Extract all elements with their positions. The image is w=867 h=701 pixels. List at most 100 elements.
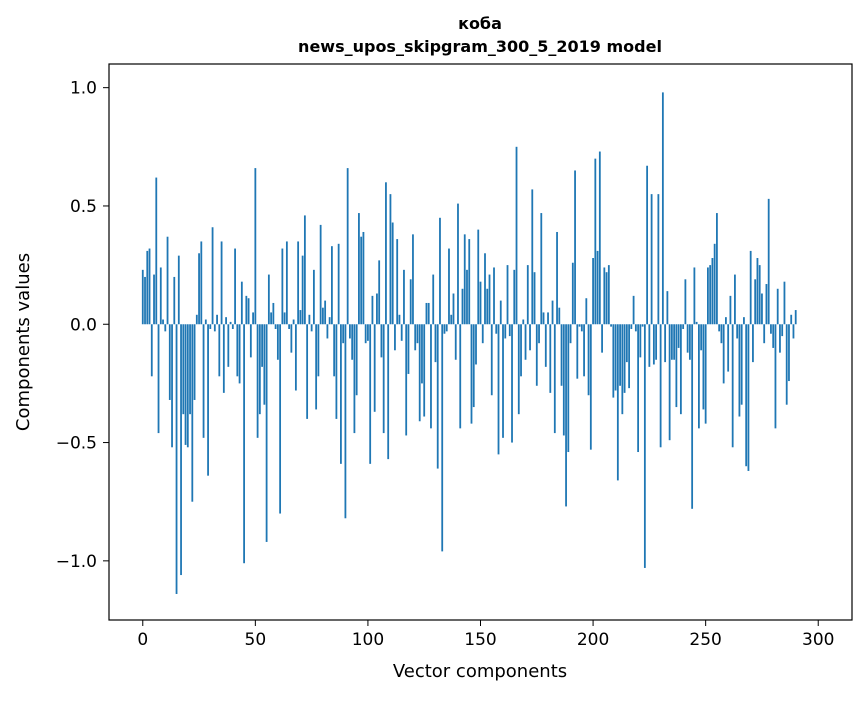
bar-286 — [785, 324, 788, 405]
bar-23 — [193, 324, 196, 400]
bar-282 — [776, 288, 779, 325]
bar-205 — [603, 267, 606, 325]
bar-34 — [218, 324, 221, 377]
bar-114 — [398, 314, 401, 325]
bar-120 — [412, 234, 414, 325]
bar-12 — [168, 324, 171, 400]
x-tick-label: 50 — [245, 630, 267, 650]
bar-11 — [166, 236, 169, 325]
bar-236 — [673, 324, 676, 360]
bar-198 — [587, 324, 590, 396]
bar-27 — [202, 324, 205, 438]
bar-101 — [369, 324, 372, 464]
bar-73 — [306, 324, 309, 419]
bar-257 — [720, 324, 723, 344]
x-axis-ticks: 0 50 100 150 200 250 300 — [137, 620, 834, 650]
bar-75 — [310, 324, 313, 332]
bar-134 — [443, 324, 446, 334]
bar-263 — [734, 274, 736, 325]
bar-265 — [738, 324, 741, 417]
bar-16 — [177, 255, 180, 325]
bar-252 — [709, 265, 712, 325]
bars-group — [141, 92, 797, 594]
bar-39 — [229, 321, 232, 325]
bar-170 — [524, 324, 527, 360]
y-axis-label: Components values — [13, 253, 34, 431]
bar-141 — [459, 324, 462, 429]
bar-44 — [240, 281, 243, 325]
bar-160 — [502, 324, 504, 438]
bar-107 — [382, 324, 385, 434]
bar-95 — [355, 324, 358, 396]
bar-152 — [484, 253, 486, 325]
bar-60 — [276, 324, 279, 360]
bar-260 — [727, 324, 730, 372]
bar-283 — [779, 324, 781, 353]
bar-201 — [594, 158, 597, 325]
bar-8 — [159, 267, 162, 325]
bar-279 — [770, 324, 772, 334]
bar-93 — [351, 324, 354, 360]
bar-100 — [367, 324, 369, 341]
bar-212 — [619, 324, 621, 386]
bar-20 — [186, 324, 189, 448]
bar-89 — [342, 324, 345, 344]
y-tick-label: −0.5 — [56, 434, 97, 454]
bar-142 — [461, 288, 464, 325]
bar-213 — [621, 324, 624, 415]
bar-285 — [783, 281, 786, 325]
bar-226 — [650, 194, 653, 325]
bar-155 — [490, 324, 493, 396]
bar-22 — [191, 324, 194, 502]
bar-76 — [312, 269, 315, 325]
bar-259 — [725, 317, 727, 325]
bar-109 — [387, 324, 390, 460]
bar-21 — [189, 324, 191, 415]
bar-50 — [254, 168, 257, 325]
bar-253 — [711, 258, 714, 325]
bar-46 — [245, 295, 248, 325]
bar-166 — [515, 146, 518, 325]
bar-131 — [436, 324, 439, 469]
bar-185 — [558, 307, 561, 325]
bar-105 — [378, 260, 381, 325]
bar-14 — [173, 276, 176, 325]
bar-266 — [740, 324, 743, 405]
bar-49 — [252, 312, 254, 325]
bar-275 — [761, 293, 763, 325]
bar-215 — [625, 324, 628, 363]
bar-6 — [155, 177, 158, 325]
bar-140 — [457, 203, 459, 325]
bar-164 — [511, 324, 513, 443]
bar-36 — [222, 324, 225, 393]
bar-162 — [506, 265, 509, 325]
bar-242 — [686, 324, 689, 353]
bar-273 — [756, 258, 759, 325]
bar-116 — [403, 269, 405, 325]
bar-153 — [486, 288, 489, 325]
bar-189 — [567, 324, 570, 453]
bar-143 — [463, 234, 466, 325]
bar-80 — [321, 307, 324, 325]
bar-61 — [279, 324, 282, 514]
bar-158 — [497, 324, 500, 455]
bar-10 — [164, 324, 167, 332]
bar-18 — [182, 324, 185, 415]
bar-246 — [695, 321, 698, 325]
bar-223 — [643, 324, 646, 568]
bar-70 — [299, 310, 302, 325]
bar-147 — [472, 324, 475, 408]
bar-26 — [200, 241, 203, 325]
bar-132 — [439, 217, 441, 325]
bar-219 — [634, 324, 637, 332]
bar-167 — [517, 324, 520, 415]
x-tick-label: 250 — [689, 630, 721, 650]
bar-139 — [454, 324, 457, 360]
bar-258 — [722, 324, 725, 384]
bar-175 — [535, 324, 538, 386]
bar-156 — [493, 267, 495, 325]
bar-118 — [407, 324, 410, 374]
bar-115 — [400, 324, 403, 341]
bar-159 — [499, 300, 502, 325]
bar-7 — [157, 324, 160, 434]
